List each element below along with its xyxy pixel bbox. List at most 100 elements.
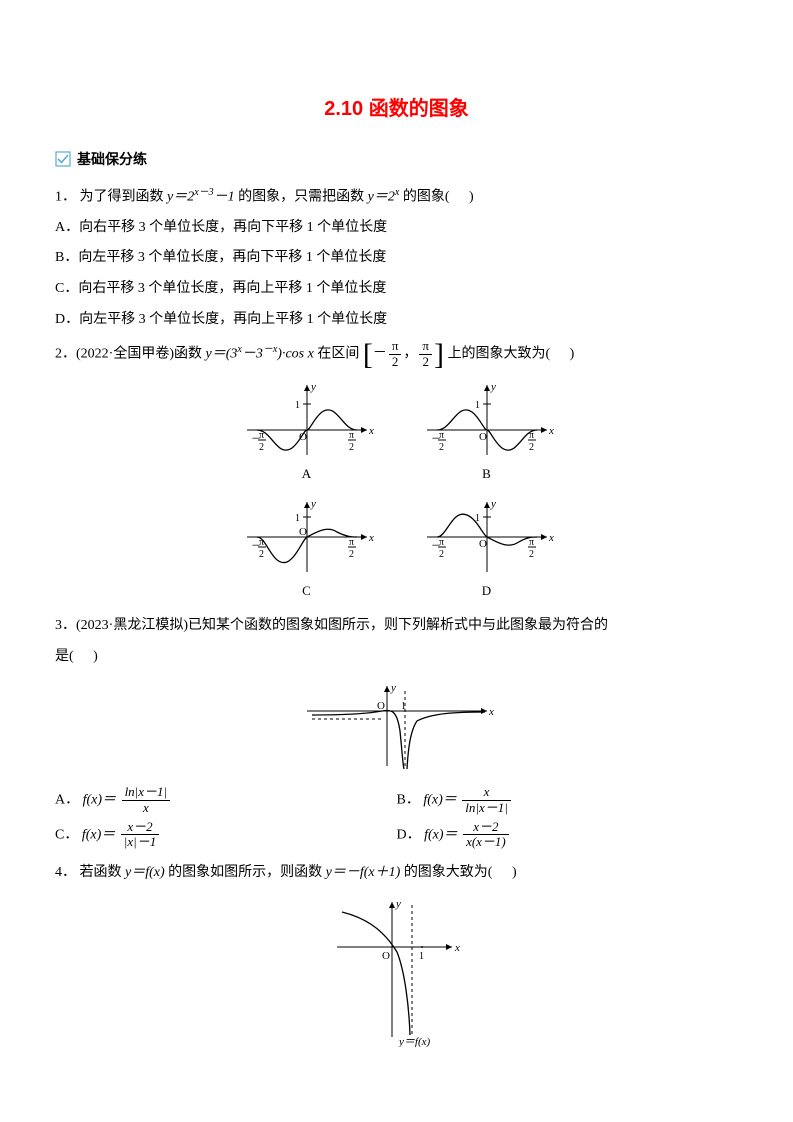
- svg-text:y: y: [490, 498, 496, 510]
- question-2: 2．(2022·全国甲卷)函数 y＝(3x－3－x)·cos x 在区间 [ －…: [55, 339, 738, 603]
- q1-text-4: ): [469, 189, 474, 204]
- svg-text:y: y: [490, 381, 496, 393]
- q2-label-b: B: [417, 462, 557, 487]
- q3a-num: ln|x－1|: [122, 785, 171, 801]
- q4-f2: y＝－f(x＋1): [326, 865, 401, 880]
- q2-graph-a: xy O 1 － π2 π2 A: [237, 380, 377, 487]
- q2-label-d: D: [417, 579, 557, 604]
- q3-source: (2023·黑龙江模拟): [76, 618, 188, 633]
- q1-formula2-exp: x: [395, 187, 399, 198]
- q2-fv: x: [308, 347, 314, 362]
- q4-f1: y＝f(x): [125, 865, 165, 880]
- q3b-num: x: [462, 785, 511, 801]
- question-3: 3．(2023·黑龙江模拟)已知某个函数的图象如图所示，则下列解析式中与此图象最…: [55, 613, 738, 854]
- svg-text:O: O: [479, 538, 487, 550]
- svg-text:2: 2: [259, 549, 264, 560]
- q4-text-2: 的图象如图所示，则函数: [168, 865, 326, 880]
- q2-fr: )·cos: [277, 347, 307, 362]
- svg-text:π: π: [349, 537, 354, 548]
- q3-choices-row1: A． f(x)＝ ln|x－1|x B． f(x)＝ xln|x－1|: [55, 785, 738, 820]
- q1-number: 1．: [55, 189, 76, 204]
- q2-graph-row-2: xy O 1 － π2 π2 C xy O 1 －: [55, 497, 738, 604]
- q3b-label: B．: [397, 792, 420, 807]
- svg-text:π: π: [439, 430, 444, 441]
- q3c-label: C．: [55, 827, 78, 842]
- q1-formula1-prefix: y＝2: [167, 189, 194, 204]
- q3-choice-d: D． f(x)＝ x－2x(x－1): [397, 820, 739, 851]
- svg-text:x: x: [368, 532, 374, 544]
- q3d-den: x(x－1): [463, 835, 509, 850]
- svg-text:π: π: [529, 430, 534, 441]
- q3a-den: x: [122, 801, 171, 816]
- q2-ild: 2: [389, 355, 402, 370]
- svg-text:π: π: [349, 430, 354, 441]
- svg-text:π: π: [439, 537, 444, 548]
- svg-text:1: 1: [475, 400, 480, 411]
- q4-stem: 4． 若函数 y＝f(x) 的图象如图所示，则函数 y＝－f(x＋1) 的图象大…: [55, 860, 738, 887]
- q3-choice-b: B． f(x)＝ xln|x－1|: [397, 785, 739, 816]
- svg-text:2: 2: [349, 442, 354, 453]
- q2-graph-d: xy O 1 － π2 π2 D: [417, 497, 557, 604]
- q3-graph: yx O 1: [55, 681, 738, 771]
- q2-il: －: [373, 341, 387, 368]
- svg-text:O: O: [382, 950, 390, 962]
- svg-text:2: 2: [259, 442, 264, 453]
- svg-text:O: O: [299, 431, 307, 443]
- q1-formula1-suffix: －1: [214, 189, 235, 204]
- q2-graph-c: xy O 1 － π2 π2 C: [237, 497, 377, 604]
- q3b-fx: f(x)＝: [423, 792, 456, 807]
- q2-source: (2022·全国甲卷): [76, 347, 174, 362]
- q1-choice-b: B．向左平移 3 个单位长度，再向下平移 1 个单位长度: [55, 245, 738, 272]
- q1-choice-a: A．向右平移 3 个单位长度，再向下平移 1 个单位长度: [55, 215, 738, 242]
- q1-formula2-prefix: y＝2: [368, 189, 395, 204]
- q3-paren: [78, 649, 94, 664]
- page-title: 2.10 函数的图象: [55, 90, 738, 128]
- q2-graph-b: xy O 1 － π2 π2 B: [417, 380, 557, 487]
- q2-text-4: ): [570, 347, 575, 362]
- svg-text:π: π: [529, 537, 534, 548]
- q3-choices-row2: C． f(x)＝ x－2|x|－1 D． f(x)＝ x－2x(x－1): [55, 820, 738, 855]
- svg-text:x: x: [548, 532, 554, 544]
- q4-text-1: 若函数: [80, 865, 126, 880]
- svg-text:y: y: [310, 498, 316, 510]
- svg-text:y＝f(x): y＝f(x): [398, 1036, 430, 1047]
- q1-paren: [454, 189, 470, 204]
- q2-paren: [554, 347, 570, 362]
- svg-text:2: 2: [529, 549, 534, 560]
- svg-text:O: O: [299, 526, 307, 538]
- q3c-den: |x|－1: [121, 835, 159, 850]
- q2-label-c: C: [237, 579, 377, 604]
- q3-choice-c: C． f(x)＝ x－2|x|－1: [55, 820, 397, 851]
- q1-stem: 1． 为了得到函数 y＝2x－3－1 的图象，只需把函数 y＝2x 的图象( ): [55, 183, 738, 211]
- q2-graph-row-1: xy O 1 － π2 π2 A xy O 1 －: [55, 380, 738, 487]
- q1-choice-d: D．向左平移 3 个单位长度，再向上平移 1 个单位长度: [55, 307, 738, 334]
- q3a-label: A．: [55, 792, 79, 807]
- q4-number: 4．: [55, 865, 76, 880]
- svg-text:y: y: [310, 381, 316, 393]
- q2-fl: y＝(3: [206, 347, 238, 362]
- section-label: 基础保分练: [77, 146, 147, 173]
- q2-stem: 2．(2022·全国甲卷)函数 y＝(3x－3－x)·cos x 在区间 [ －…: [55, 339, 738, 370]
- q3d-label: D．: [397, 827, 421, 842]
- svg-text:2: 2: [349, 549, 354, 560]
- q1-text-2: 的图象，只需把函数: [238, 189, 368, 204]
- q3d-fx: f(x)＝: [424, 827, 457, 842]
- q1-text-1: 为了得到函数: [80, 189, 168, 204]
- q2-label-a: A: [237, 462, 377, 487]
- q2-interval: [ － π2 ， π2 ]: [363, 339, 444, 370]
- q1-formula1-exp: x－3: [194, 187, 213, 198]
- svg-text:1: 1: [295, 513, 300, 524]
- q3-choice-a: A． f(x)＝ ln|x－1|x: [55, 785, 397, 816]
- q1-text-3: 的图象(: [403, 189, 450, 204]
- q3a-fx: f(x)＝: [83, 792, 116, 807]
- svg-text:O: O: [479, 431, 487, 443]
- q4-graph: yx O 1 y＝f(x): [55, 897, 738, 1047]
- page-container: 2.10 函数的图象 基础保分练 1． 为了得到函数 y＝2x－3－1 的图象，…: [0, 0, 793, 1111]
- svg-text:y: y: [390, 682, 396, 694]
- q2-text-1: 函数: [174, 347, 206, 362]
- q2-iln: π: [389, 339, 402, 355]
- svg-text:x: x: [548, 425, 554, 437]
- q2-fm: －3: [242, 347, 263, 362]
- svg-text:1: 1: [295, 400, 300, 411]
- q2-text-3: 上的图象大致为(: [448, 347, 551, 362]
